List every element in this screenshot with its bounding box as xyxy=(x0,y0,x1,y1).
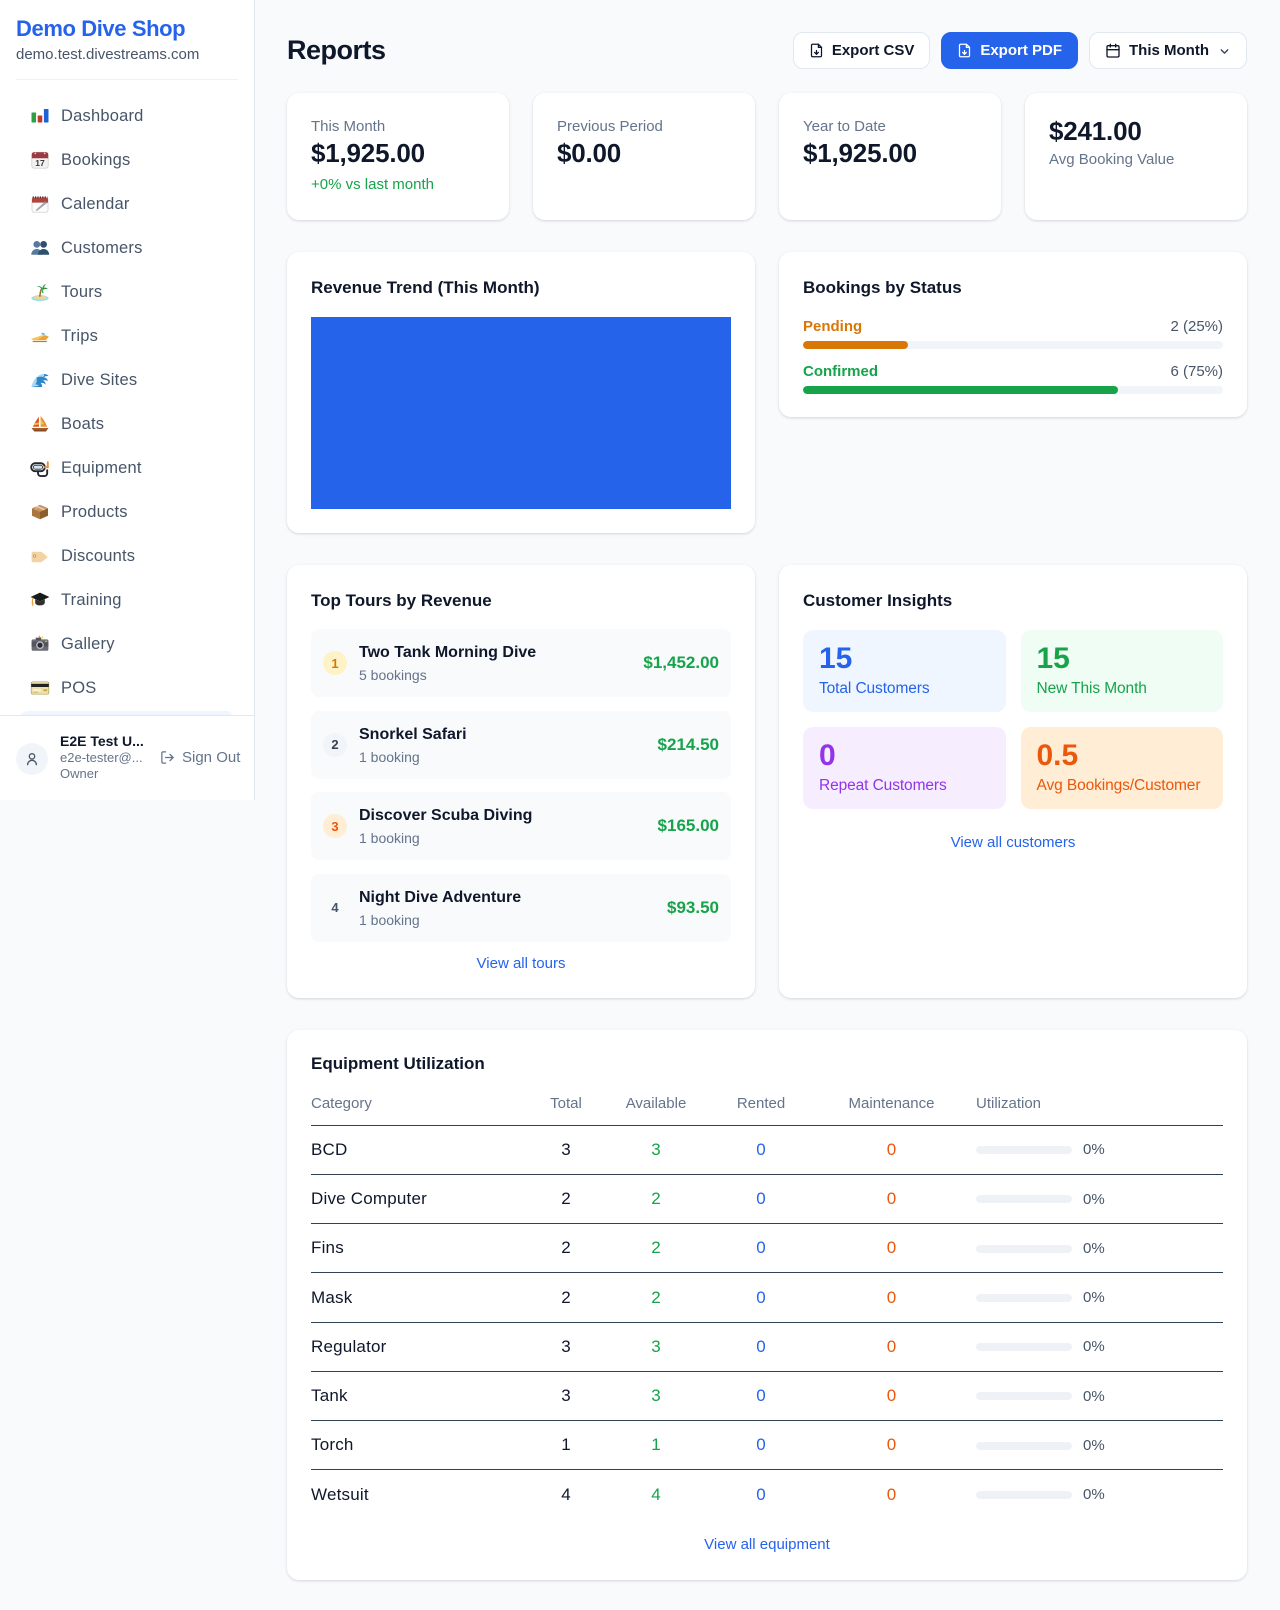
svg-text:17: 17 xyxy=(35,158,45,168)
